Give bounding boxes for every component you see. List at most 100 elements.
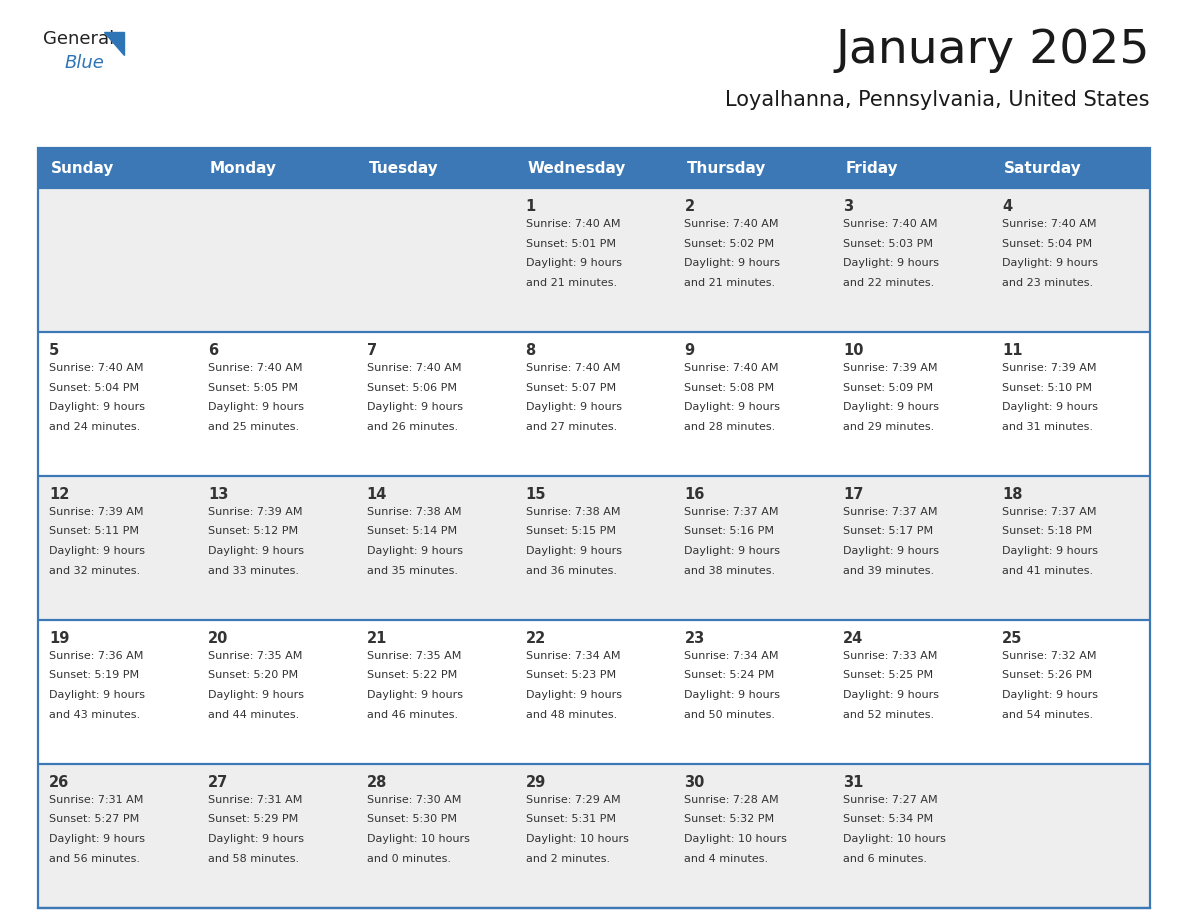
Text: Sunrise: 7:40 AM: Sunrise: 7:40 AM [525, 363, 620, 373]
Text: Daylight: 9 hours: Daylight: 9 hours [208, 834, 304, 844]
Text: 12: 12 [49, 487, 69, 502]
Text: Sunset: 5:07 PM: Sunset: 5:07 PM [525, 383, 615, 393]
Text: 26: 26 [49, 775, 69, 790]
Text: Sunset: 5:30 PM: Sunset: 5:30 PM [367, 814, 456, 824]
Bar [355, 476, 514, 620]
Text: 2: 2 [684, 199, 695, 214]
Bar [833, 148, 991, 188]
Bar [514, 476, 674, 620]
Text: Daylight: 9 hours: Daylight: 9 hours [843, 258, 940, 268]
Text: and 36 minutes.: and 36 minutes. [525, 565, 617, 576]
Text: Sunrise: 7:37 AM: Sunrise: 7:37 AM [1003, 507, 1097, 517]
Text: Sunset: 5:03 PM: Sunset: 5:03 PM [843, 239, 934, 249]
Text: 1: 1 [525, 199, 536, 214]
Bar [355, 764, 514, 908]
Text: Daylight: 9 hours: Daylight: 9 hours [208, 690, 304, 700]
Text: 16: 16 [684, 487, 704, 502]
Text: Sunset: 5:04 PM: Sunset: 5:04 PM [49, 383, 139, 393]
Text: Daylight: 9 hours: Daylight: 9 hours [49, 690, 145, 700]
Text: Daylight: 9 hours: Daylight: 9 hours [208, 402, 304, 412]
Text: and 24 minutes.: and 24 minutes. [49, 421, 140, 431]
Text: 21: 21 [367, 631, 387, 646]
Text: Daylight: 10 hours: Daylight: 10 hours [525, 834, 628, 844]
Bar [197, 620, 355, 764]
Text: Sunday: Sunday [51, 161, 114, 175]
Text: and 56 minutes.: and 56 minutes. [49, 854, 140, 864]
Text: and 27 minutes.: and 27 minutes. [525, 421, 617, 431]
Text: Sunrise: 7:40 AM: Sunrise: 7:40 AM [843, 219, 937, 229]
Text: Sunset: 5:06 PM: Sunset: 5:06 PM [367, 383, 456, 393]
Text: Daylight: 9 hours: Daylight: 9 hours [525, 258, 621, 268]
Text: and 28 minutes.: and 28 minutes. [684, 421, 776, 431]
Text: Sunset: 5:32 PM: Sunset: 5:32 PM [684, 814, 775, 824]
Bar [991, 764, 1150, 908]
Text: and 50 minutes.: and 50 minutes. [684, 710, 776, 720]
Text: Daylight: 9 hours: Daylight: 9 hours [684, 258, 781, 268]
Text: 11: 11 [1003, 343, 1023, 358]
Text: January 2025: January 2025 [835, 28, 1150, 73]
Text: Sunrise: 7:37 AM: Sunrise: 7:37 AM [843, 507, 937, 517]
Text: and 26 minutes.: and 26 minutes. [367, 421, 457, 431]
Text: Sunrise: 7:33 AM: Sunrise: 7:33 AM [843, 651, 937, 661]
Text: 3: 3 [843, 199, 853, 214]
Text: and 6 minutes.: and 6 minutes. [843, 854, 928, 864]
Text: Sunset: 5:08 PM: Sunset: 5:08 PM [684, 383, 775, 393]
Text: 18: 18 [1003, 487, 1023, 502]
Text: Monday: Monday [210, 161, 277, 175]
Text: 28: 28 [367, 775, 387, 790]
Text: Sunrise: 7:31 AM: Sunrise: 7:31 AM [208, 795, 302, 805]
Bar [514, 764, 674, 908]
Text: Saturday: Saturday [1004, 161, 1082, 175]
Text: Daylight: 9 hours: Daylight: 9 hours [684, 546, 781, 556]
Text: and 2 minutes.: and 2 minutes. [525, 854, 609, 864]
Text: 7: 7 [367, 343, 377, 358]
Bar [355, 188, 514, 332]
Text: Sunrise: 7:35 AM: Sunrise: 7:35 AM [208, 651, 302, 661]
Bar [38, 188, 197, 332]
Text: Daylight: 9 hours: Daylight: 9 hours [1003, 690, 1098, 700]
Polygon shape [105, 32, 125, 55]
Bar [197, 764, 355, 908]
Bar [38, 148, 1150, 908]
Text: Sunrise: 7:37 AM: Sunrise: 7:37 AM [684, 507, 779, 517]
Text: 23: 23 [684, 631, 704, 646]
Text: Sunrise: 7:40 AM: Sunrise: 7:40 AM [684, 219, 779, 229]
Text: and 54 minutes.: and 54 minutes. [1003, 710, 1093, 720]
Bar [38, 332, 197, 476]
Bar [674, 476, 833, 620]
Text: and 48 minutes.: and 48 minutes. [525, 710, 617, 720]
Text: Daylight: 10 hours: Daylight: 10 hours [843, 834, 946, 844]
Text: Daylight: 10 hours: Daylight: 10 hours [367, 834, 469, 844]
Text: Daylight: 9 hours: Daylight: 9 hours [49, 402, 145, 412]
Text: 24: 24 [843, 631, 864, 646]
Text: Daylight: 10 hours: Daylight: 10 hours [684, 834, 788, 844]
Text: Sunrise: 7:40 AM: Sunrise: 7:40 AM [367, 363, 461, 373]
Bar [674, 148, 833, 188]
Text: Tuesday: Tuesday [368, 161, 438, 175]
Bar [355, 620, 514, 764]
Text: 19: 19 [49, 631, 69, 646]
Text: and 39 minutes.: and 39 minutes. [843, 565, 935, 576]
Text: 20: 20 [208, 631, 228, 646]
Text: Sunrise: 7:38 AM: Sunrise: 7:38 AM [367, 507, 461, 517]
Bar [833, 332, 991, 476]
Bar [514, 620, 674, 764]
Text: Daylight: 9 hours: Daylight: 9 hours [525, 690, 621, 700]
Text: and 4 minutes.: and 4 minutes. [684, 854, 769, 864]
Bar [991, 620, 1150, 764]
Text: Sunset: 5:27 PM: Sunset: 5:27 PM [49, 814, 139, 824]
Text: Sunrise: 7:39 AM: Sunrise: 7:39 AM [208, 507, 303, 517]
Text: 9: 9 [684, 343, 695, 358]
Text: Daylight: 9 hours: Daylight: 9 hours [1003, 546, 1098, 556]
Text: and 46 minutes.: and 46 minutes. [367, 710, 457, 720]
Text: Sunset: 5:16 PM: Sunset: 5:16 PM [684, 527, 775, 536]
Text: and 58 minutes.: and 58 minutes. [208, 854, 299, 864]
Bar [514, 332, 674, 476]
Text: Daylight: 9 hours: Daylight: 9 hours [684, 402, 781, 412]
Text: Sunset: 5:29 PM: Sunset: 5:29 PM [208, 814, 298, 824]
Text: and 29 minutes.: and 29 minutes. [843, 421, 935, 431]
Text: Sunset: 5:15 PM: Sunset: 5:15 PM [525, 527, 615, 536]
Bar [833, 476, 991, 620]
Text: Sunrise: 7:40 AM: Sunrise: 7:40 AM [525, 219, 620, 229]
Text: Sunrise: 7:40 AM: Sunrise: 7:40 AM [684, 363, 779, 373]
